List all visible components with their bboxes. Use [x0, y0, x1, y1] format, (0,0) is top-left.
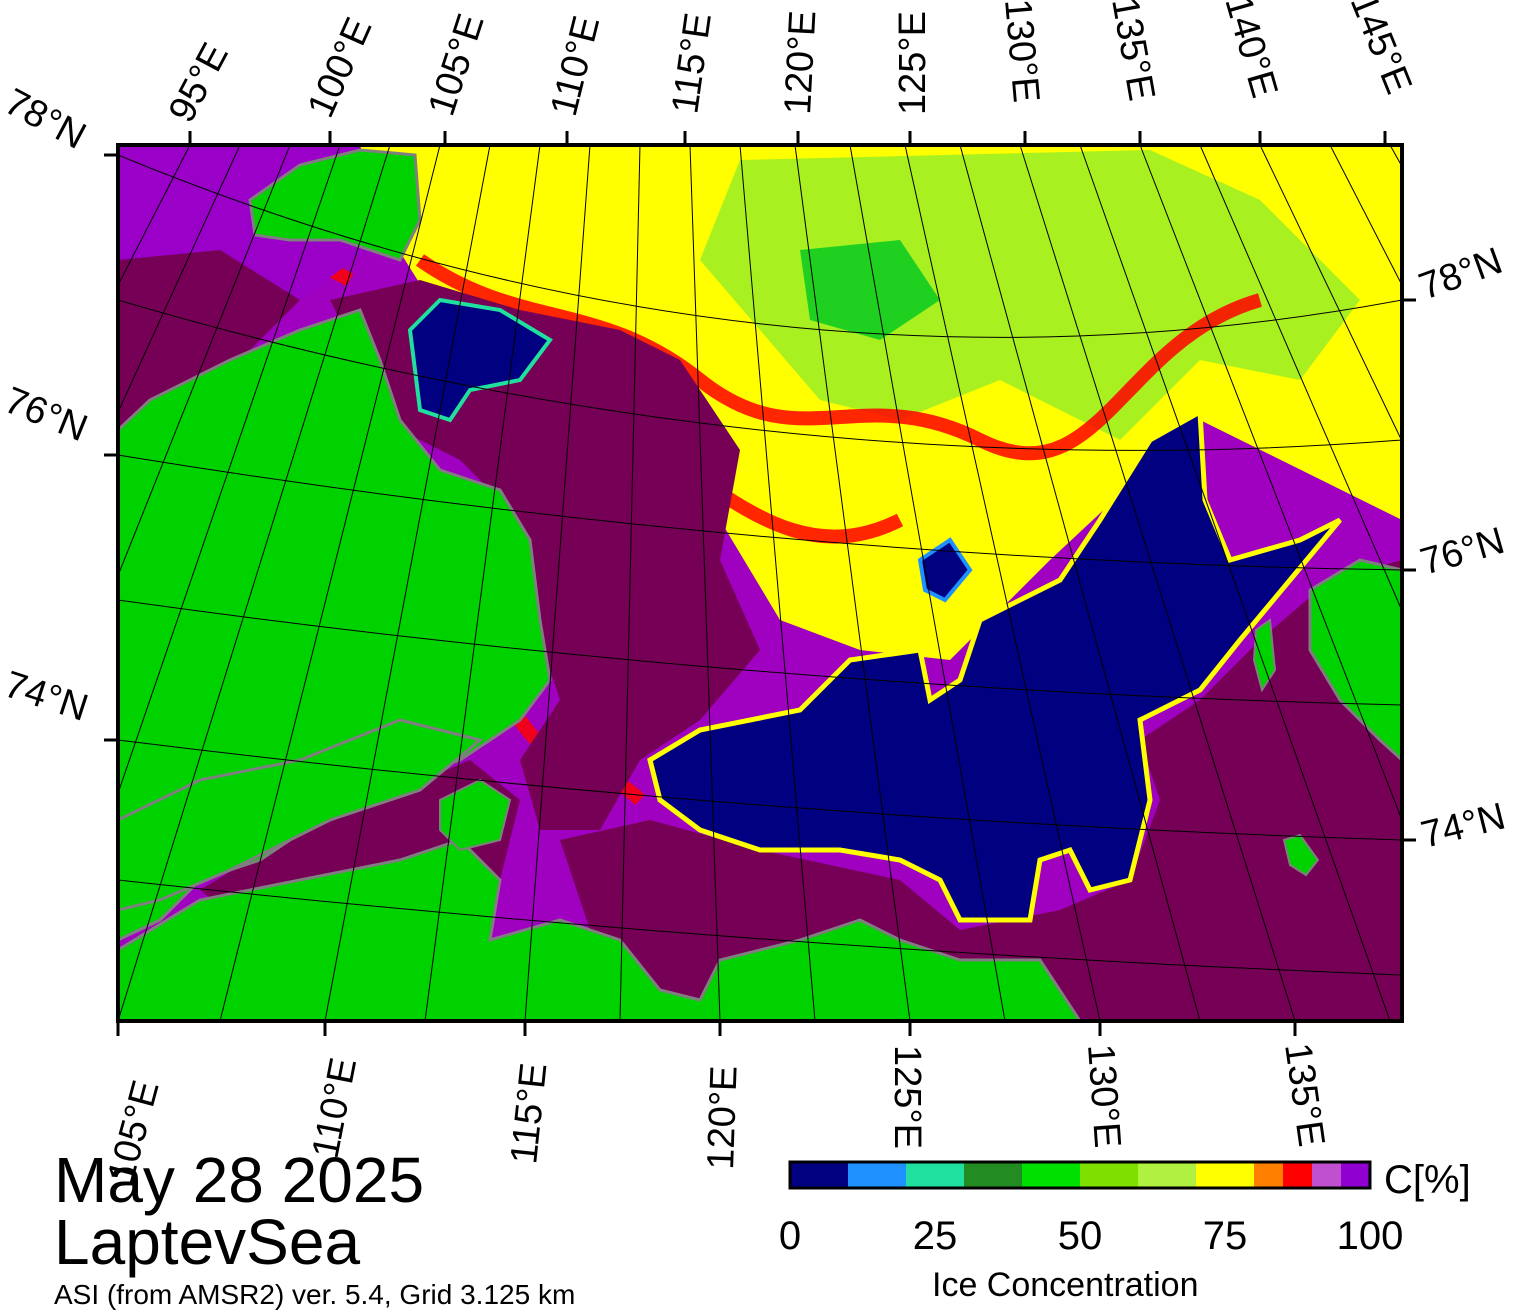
- land-mainland-south: [118, 838, 1082, 1021]
- land-small-island-east: [1282, 833, 1320, 877]
- fast-ice-southeast: [560, 560, 1402, 1021]
- frame-ticks: [104, 131, 1416, 1036]
- colorbar-swatch: [1254, 1162, 1283, 1188]
- colorbar-frame: [788, 1160, 1372, 1190]
- right-latitude-labels: 78°N 76°N 74°N: [1414, 240, 1510, 857]
- land-mainland-southwest-wedge: [118, 718, 484, 912]
- top-lon-label: 130°E: [996, 0, 1047, 104]
- top-lon-label: 115°E: [664, 10, 720, 116]
- left-lat-label: 76°N: [0, 379, 93, 450]
- colorbar-swatch: [848, 1162, 906, 1188]
- bottom-lon-label: 115°E: [503, 1061, 555, 1166]
- colorbar-tick-label: 25: [912, 1214, 958, 1258]
- colorbar-swatch: [1312, 1162, 1341, 1188]
- data-source-credit: ASI (from AMSR2) ver. 5.4, Grid 3.125 km: [54, 1279, 576, 1310]
- left-lat-label: 74°N: [0, 664, 93, 730]
- colorbar-swatch: [1196, 1162, 1254, 1188]
- top-lon-label: 140°E: [1216, 0, 1285, 102]
- colorbar-swatch: [906, 1162, 964, 1188]
- pack-ice-lightgreen-zone: [700, 150, 1360, 440]
- colorbar-swatch: [1283, 1162, 1312, 1188]
- right-lat-label: 76°N: [1416, 520, 1509, 584]
- colorbar: [790, 1162, 1370, 1188]
- top-longitude-labels: 95°E 100°E 105°E 110°E 115°E 120°E 125°E…: [161, 0, 1420, 129]
- colorbar-tick-label: 0: [778, 1214, 802, 1258]
- fast-ice-northwest: [118, 250, 300, 430]
- top-lon-label: 135°E: [1103, 0, 1162, 104]
- colorbar-swatch: [790, 1162, 848, 1188]
- polynya-main: [647, 407, 1342, 923]
- top-lon-label: 105°E: [421, 9, 493, 121]
- colorbar-tick-label: 75: [1202, 1214, 1248, 1258]
- bottom-lon-label: 125°E: [886, 1045, 928, 1149]
- map-date: May 28 2025: [54, 1144, 425, 1216]
- polynya-small: [917, 537, 973, 603]
- left-lat-label: 78°N: [0, 81, 92, 158]
- top-lon-label: 110°E: [543, 12, 608, 120]
- right-lat-label: 78°N: [1414, 240, 1508, 309]
- top-lon-label: 95°E: [161, 36, 237, 129]
- left-latitude-labels: 78°N 76°N 74°N: [0, 81, 93, 730]
- colorbar-swatch: [1341, 1162, 1370, 1188]
- top-lon-label: 120°E: [777, 9, 824, 115]
- colorbar-title: Ice Concentration: [932, 1266, 1199, 1304]
- top-lon-label: 125°E: [892, 11, 934, 115]
- map-frame: [116, 143, 1404, 1023]
- colorbar-swatch: [1080, 1162, 1138, 1188]
- bottom-lon-label: 130°E: [1079, 1043, 1128, 1150]
- land-new-siberian-islands: [1308, 558, 1402, 763]
- colorbar-tick-label: 50: [1057, 1214, 1103, 1258]
- colorbar-swatch: [1138, 1162, 1196, 1188]
- land-severnaya-zemlya: [248, 148, 422, 262]
- graticule-longitudes: [118, 145, 1402, 1021]
- pack-ice-green-zone: [800, 240, 940, 340]
- bottom-lon-label: 120°E: [700, 1065, 746, 1170]
- colorbar-tick-label: 100: [1336, 1214, 1404, 1258]
- land-small-island-central: [1252, 618, 1277, 693]
- colorbar-unit: C[%]: [1384, 1158, 1471, 1202]
- map-region: LaptevSea: [54, 1206, 361, 1278]
- bottom-lon-label: 135°E: [1276, 1040, 1332, 1149]
- right-lat-label: 74°N: [1417, 795, 1510, 856]
- colorbar-swatch: [1022, 1162, 1080, 1188]
- top-lon-label: 100°E: [300, 12, 381, 124]
- colorbar-swatch: [964, 1162, 1022, 1188]
- top-lon-label: 145°E: [1342, 0, 1420, 100]
